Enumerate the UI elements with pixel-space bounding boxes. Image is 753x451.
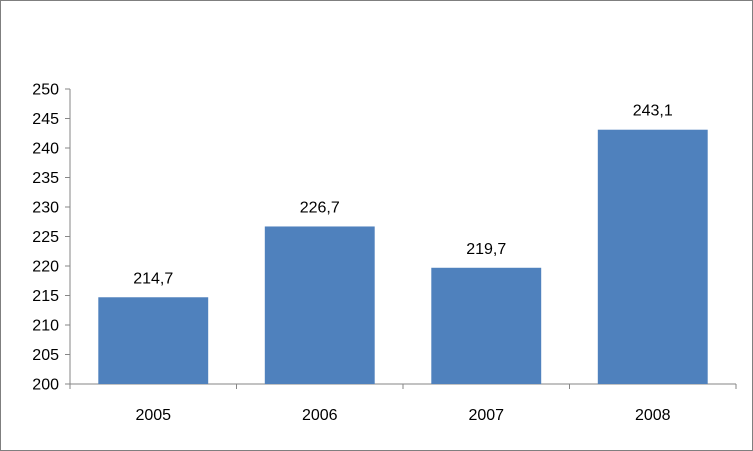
data-label-2007: 219,7 [466, 241, 506, 258]
y-tick-label: 240 [32, 141, 59, 158]
y-tick-label: 205 [32, 347, 59, 364]
y-tick-label: 245 [32, 111, 59, 128]
x-tick-label-2005: 2005 [135, 407, 171, 424]
x-tick-label-2007: 2007 [468, 407, 504, 424]
bar-2007 [431, 267, 542, 384]
y-tick-label: 250 [32, 82, 59, 99]
axes: 200 205 210 215 220 225 230 235 240 245 250 [32, 82, 737, 394]
y-tick-label: 225 [32, 229, 59, 246]
y-tick-label: 235 [32, 170, 59, 187]
y-tick-label: 215 [32, 288, 59, 305]
bar-2005 [98, 297, 209, 384]
data-label-2006: 226,7 [300, 199, 340, 216]
y-tick-label: 230 [32, 200, 59, 217]
bar-2006 [264, 226, 375, 384]
bar-2008 [597, 129, 708, 384]
data-label-2005: 214,7 [133, 270, 173, 287]
data-label-2008: 243,1 [633, 103, 673, 120]
x-tick-label-2008: 2008 [635, 407, 671, 424]
y-tick-label: 200 [32, 377, 59, 394]
x-tick-label-2006: 2006 [302, 407, 338, 424]
labels: 214,7 2005 226,7 2006 219,7 2007 243,1 2008 [133, 103, 673, 424]
y-tick-label: 210 [32, 318, 59, 335]
bars [98, 129, 708, 384]
y-tick-label: 220 [32, 259, 59, 276]
